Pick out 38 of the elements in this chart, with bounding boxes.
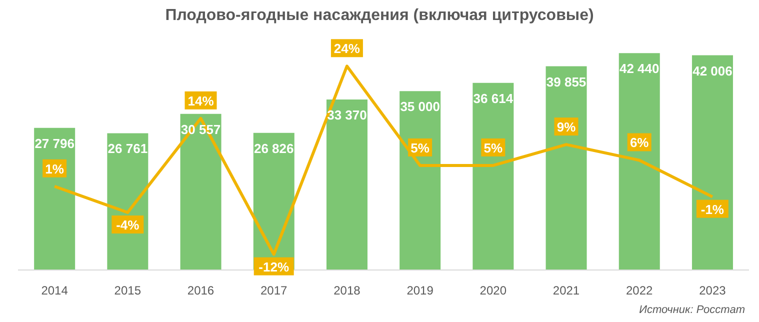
data-label: 14% [188,93,214,108]
data-label: -1% [700,202,724,217]
data-label: 27 796 [34,136,74,151]
data-label: 26 826 [254,140,294,156]
data-label: 42 440 [620,61,660,76]
data-label: 9% [556,120,576,135]
data-label: 26 761 [108,141,148,156]
data-label: 36 614 [473,90,514,106]
data-label: 1% [45,161,64,176]
data-label: 24% [334,41,360,56]
x-tick-label: 2017 [260,284,288,298]
text: Источник: Росстат [639,304,745,316]
x-tick-label: 2019 [406,284,434,298]
data-label: 5% [484,140,503,156]
x-tick-label: 2021 [552,284,580,298]
bar [400,91,441,270]
x-tick-label: 2014 [41,284,68,298]
data-label: 35 000 [400,99,440,114]
x-tick-label: 2020 [480,284,507,298]
bar [34,128,76,270]
bar [618,53,660,270]
chart-title: Плодово-ягодные насаждения (включая цитрусовые) [164,6,595,26]
bar [472,82,514,270]
bar [546,66,587,270]
data-label: 39 855 [546,74,586,90]
x-tick-label: 2015 [114,284,142,298]
x-tick-label: 2018 [334,284,361,298]
data-label: 42 006 [692,63,732,78]
data-label: 6% [630,135,650,150]
bar [326,99,368,270]
bar [180,114,222,270]
data-label: 5% [410,140,430,156]
x-tick-label: 2023 [699,284,726,298]
data-label: -12% [258,259,290,274]
bar [692,55,733,270]
data-label: -4% [116,218,140,232]
x-tick-label: 2016 [187,284,214,298]
x-tick-label: 2022 [626,284,654,298]
